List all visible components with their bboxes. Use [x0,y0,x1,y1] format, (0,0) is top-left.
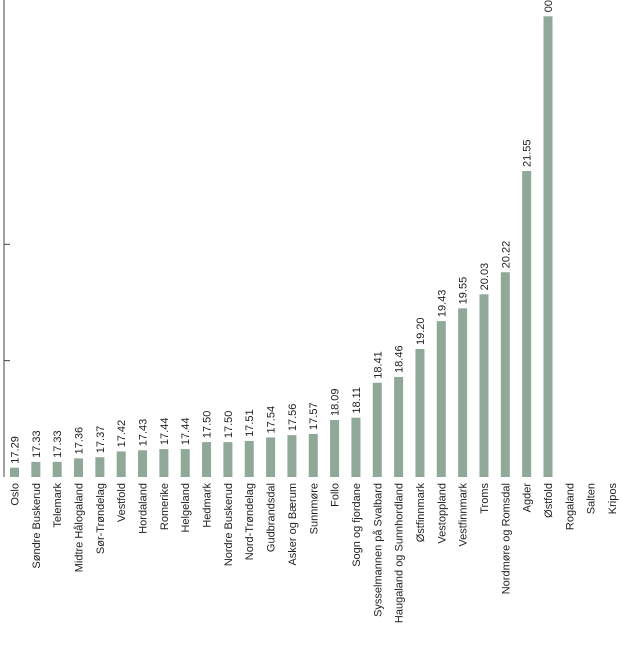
bar-10 [202,442,212,477]
category-label-2: Søndre Buskerud [31,483,43,569]
bar-1 [10,467,19,477]
category-label-22: Vestfinnmark [458,483,470,547]
value-label-26: 00.09 [543,0,555,12]
bar-4 [74,458,84,477]
category-label-19: Haugaland og Sunnhordland [394,483,406,623]
value-label-20: 19.20 [415,317,427,345]
value-label-3: 17.33 [52,430,64,458]
bars-group [10,16,553,477]
value-label-13: 17.54 [266,406,278,434]
value-label-22: 19.55 [458,277,470,305]
category-label-23: Troms [479,483,491,514]
category-label-7: Hordaland [138,483,150,534]
y-axis-ticks [4,243,10,362]
bar-8 [159,449,169,477]
bar-22 [458,308,468,477]
value-label-10: 17.50 [202,411,214,439]
bar-16 [330,419,340,477]
bar-17 [351,417,361,477]
category-label-25: Agder [522,483,534,513]
category-label-12: Nord-Trøndelag [244,483,256,560]
value-label-17: 18.11 [351,387,363,414]
category-label-1: Oslo [10,483,22,506]
value-label-16: 18.09 [330,388,342,416]
category-label-14: Asker og Bærum [287,483,299,566]
category-label-20: Østfinnmark [415,483,427,543]
bar-26 [543,16,553,477]
value-label-14: 17.56 [287,404,299,432]
value-label-6: 17.42 [116,420,128,448]
category-label-11: Nordre Buskerud [223,483,235,566]
bar-23 [479,294,489,477]
bar-7 [138,450,148,477]
value-label-4: 17.36 [74,427,86,455]
value-label-15: 17.57 [308,402,320,430]
value-label-11: 17.50 [223,411,235,439]
category-label-15: Sunnmøre [308,483,320,534]
value-label-23: 20.03 [479,263,491,291]
value-label-21: 19.43 [436,290,448,318]
value-label-18: 18.41 [372,351,384,379]
category-label-6: Vestfold [116,483,128,522]
category-label-18: Sysselmannen på Svalbard [372,483,384,617]
bar-12 [244,440,254,477]
category-label-29: Kripos [607,483,619,515]
category-label-8: Romerike [159,483,171,530]
bar-20 [415,349,425,477]
bar-11 [223,442,233,477]
category-labels-group: Oslo Søndre Buskerud Telemark Midtre Håloga… [10,483,620,624]
category-label-26: Østfold [543,483,555,518]
value-label-7: 17.43 [138,419,150,447]
category-label-13: Gudbrandsdal [266,483,278,552]
category-label-27: Rogaland [564,483,576,530]
bar-6 [116,451,126,477]
category-label-24: Nordmøre og Romsdal [500,483,512,594]
bar-25 [522,171,532,477]
value-label-19: 18.46 [394,345,406,373]
value-label-2: 17.33 [31,430,43,458]
value-labels-group: 17.29 17.33 17.33 17.36 17.37 17.42 17.43 17.44… [10,0,556,464]
category-label-3: Telemark [52,483,64,528]
bar-14 [287,435,297,477]
category-label-9: Helgeland [180,483,192,533]
value-label-9: 17.44 [180,418,192,446]
bar-19 [394,376,404,477]
bar-21 [436,321,446,477]
bar-3 [52,461,62,477]
value-label-12: 17.51 [244,409,256,437]
value-label-25: 21.55 [522,139,534,167]
bar-15 [308,433,318,477]
category-label-28: Salten [586,483,598,514]
bar-2 [31,461,41,477]
value-label-8: 17.44 [159,418,171,446]
value-label-24: 20.22 [500,241,512,269]
category-label-21: Vestoppland [436,483,448,544]
category-label-10: Hedmark [202,483,214,528]
category-label-4: Midtre Hålogaland [74,483,86,572]
category-label-16: Follo [330,483,342,507]
value-label-1: 17.29 [10,436,22,464]
bar-24 [500,272,510,477]
bar-18 [372,382,382,477]
value-label-5: 17.37 [95,426,107,454]
bar-9 [180,449,190,477]
bar-5 [95,457,105,477]
category-label-17: Sogn og fjordane [351,483,363,567]
bar-13 [266,437,276,477]
category-label-5: Sør-Trøndelag [95,483,107,554]
